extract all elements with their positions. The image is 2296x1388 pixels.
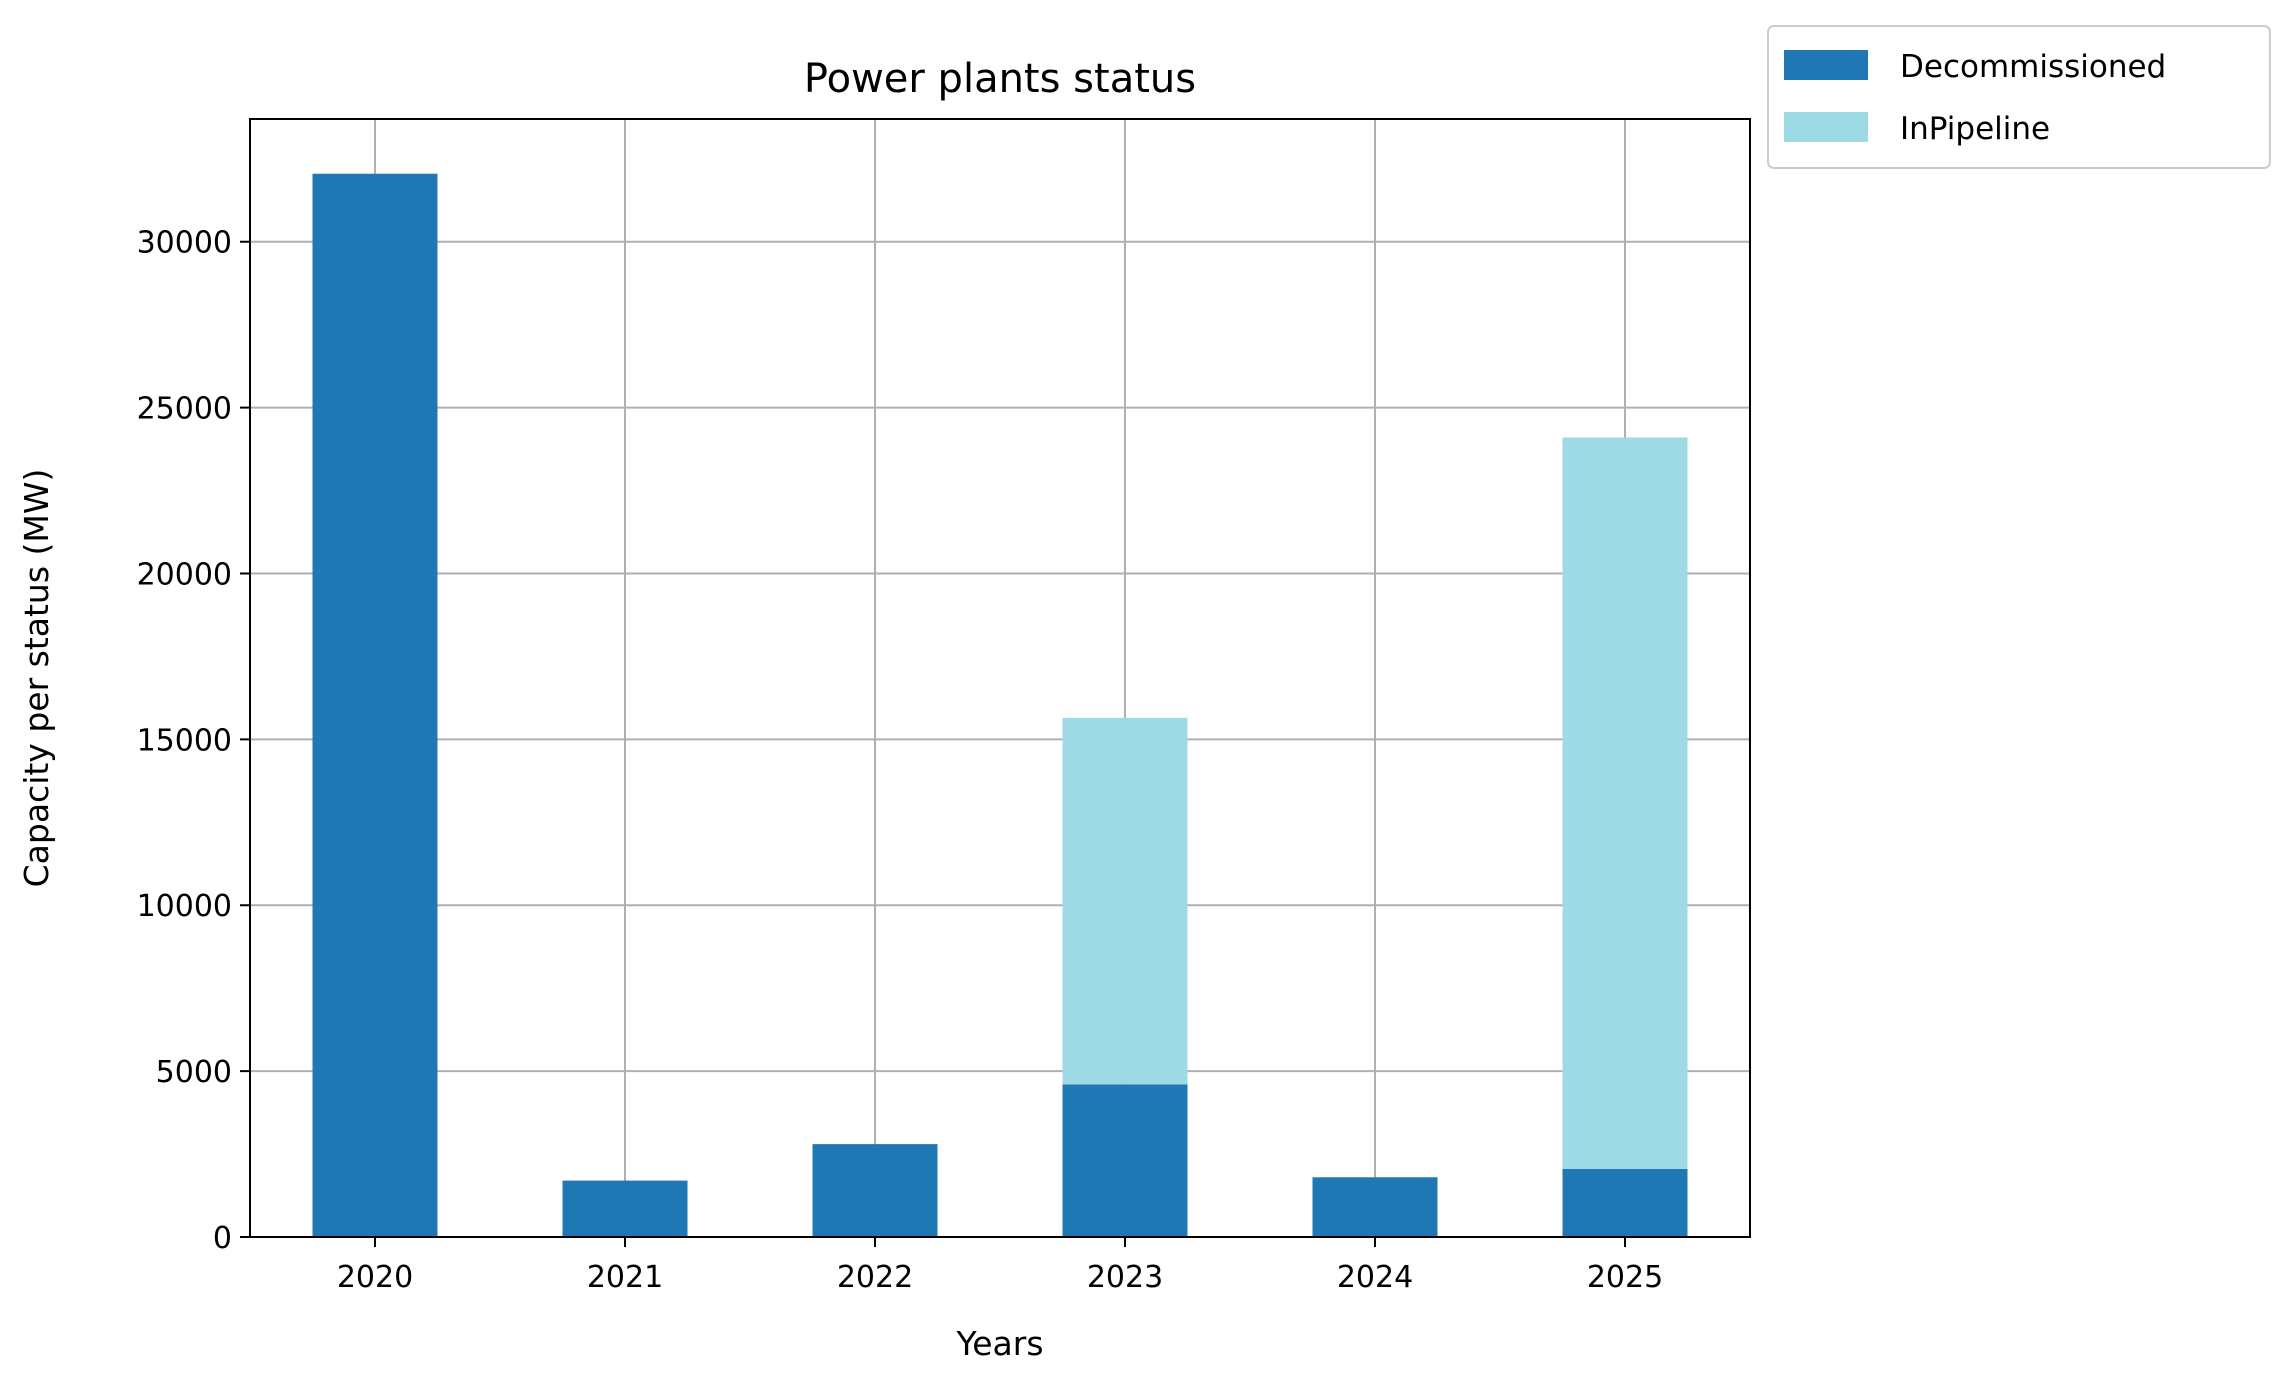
bar-decommissioned-2022 (812, 1144, 938, 1237)
bars (312, 173, 1688, 1237)
bar-decommissioned-2021 (562, 1180, 688, 1237)
legend: Decommissioned InPipeline (1767, 25, 2271, 169)
y-tick-label: 5000 (156, 1055, 232, 1090)
grid-lines (250, 119, 1750, 1238)
bar-decommissioned-2020 (312, 173, 438, 1237)
x-tick-label: 2022 (837, 1260, 913, 1295)
bar-inpipeline-2023 (1062, 717, 1188, 1085)
bar-decommissioned-2025 (1562, 1168, 1688, 1237)
bar-decommissioned-2024 (1312, 1177, 1438, 1237)
legend-frame (1767, 25, 2271, 169)
y-tick-label: 0 (213, 1221, 232, 1256)
axis-ticks: 0 5000 10000 15000 20000 25000 30000 2020 2021 20… (137, 226, 1664, 1295)
x-tick-label: 2020 (337, 1260, 413, 1295)
y-tick-label: 10000 (137, 889, 232, 924)
plot-frame (249, 118, 1751, 1238)
bar-inpipeline-2025 (1562, 437, 1688, 1169)
legend-label: Decommissioned (1900, 49, 2166, 85)
x-tick-label: 2023 (1087, 1260, 1163, 1295)
x-tick-label: 2024 (1337, 1260, 1413, 1295)
y-tick-label: 20000 (137, 557, 232, 592)
legend-swatch (1784, 50, 1868, 80)
x-tick-label: 2025 (1587, 1260, 1663, 1295)
legend-swatch (1784, 112, 1868, 142)
y-tick-label: 15000 (137, 723, 232, 758)
x-tick-label: 2021 (587, 1260, 663, 1295)
bar-decommissioned-2023 (1062, 1084, 1188, 1237)
y-tick-label: 25000 (137, 392, 232, 427)
y-tick-label: 30000 (137, 226, 232, 261)
chart-title: Power plants status (804, 56, 1196, 102)
legend-label: InPipeline (1900, 111, 2050, 147)
x-axis-title: Years (955, 1324, 1043, 1363)
y-axis-title: Capacity per status (MW) (17, 469, 56, 888)
